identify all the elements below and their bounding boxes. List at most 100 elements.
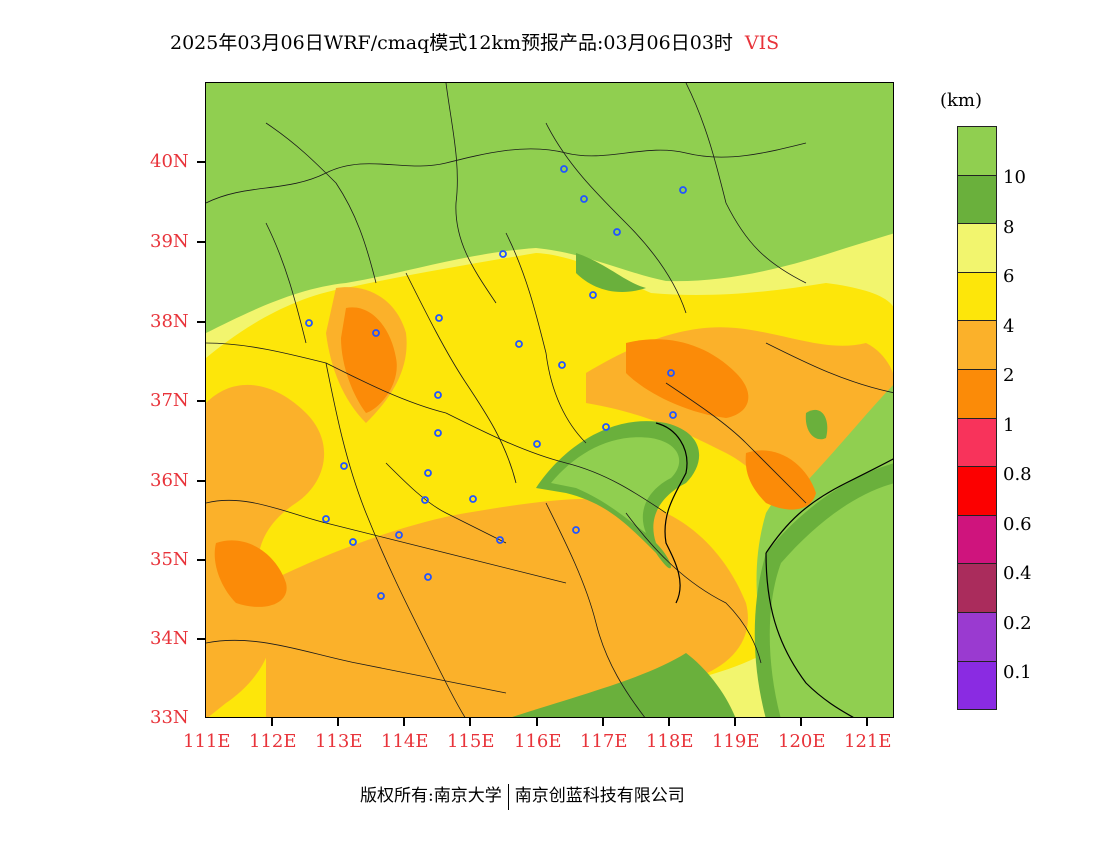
colorbar-label: 4 <box>1003 316 1015 337</box>
city-marker-icon <box>349 538 357 546</box>
city-markers <box>305 165 687 600</box>
lat-label: 36N <box>150 470 189 491</box>
colorbar-cell <box>957 174 997 225</box>
city-marker-icon <box>560 165 568 173</box>
city-marker-icon <box>515 340 523 348</box>
colorbar-cell <box>957 126 997 176</box>
region-dark-green-patch <box>805 409 828 440</box>
footer-separator <box>507 783 509 810</box>
city-marker-icon <box>340 462 348 470</box>
colorbar-label: 8 <box>1003 217 1015 238</box>
city-marker-icon <box>435 314 443 322</box>
lat-tick <box>197 638 205 640</box>
lon-label: 119E <box>712 731 760 752</box>
lon-label: 118E <box>646 731 694 752</box>
city-marker-icon <box>322 515 330 523</box>
lat-tick <box>197 241 205 243</box>
region-light-orange-west <box>206 384 324 717</box>
lon-tick <box>734 718 736 726</box>
lat-label: 33N <box>150 707 189 728</box>
colorbar-cell <box>957 271 997 322</box>
city-marker-icon <box>572 526 580 534</box>
city-marker-icon <box>424 469 432 477</box>
lat-tick <box>197 400 205 402</box>
copyright-left: 版权所有:南京大学 <box>360 786 502 806</box>
lon-label: 116E <box>514 731 562 752</box>
colorbar-cell <box>957 660 997 711</box>
colorbar-unit: (km) <box>940 90 983 111</box>
colorbar-label: 0.6 <box>1003 514 1032 535</box>
lon-tick <box>337 718 339 726</box>
city-marker-icon <box>372 329 380 337</box>
city-marker-icon <box>305 319 313 327</box>
lat-label: 39N <box>150 231 189 252</box>
lon-label: 120E <box>778 731 826 752</box>
colorbar <box>957 126 997 711</box>
city-marker-icon <box>421 496 429 504</box>
lon-tick <box>403 718 405 726</box>
city-marker-icon <box>558 361 566 369</box>
colorbar-label: 6 <box>1003 266 1015 287</box>
city-marker-icon <box>667 369 675 377</box>
city-marker-icon <box>499 250 507 258</box>
title-variable: VIS <box>744 32 780 54</box>
colorbar-cell <box>957 514 997 565</box>
lon-label: 115E <box>447 731 495 752</box>
colorbar-cell <box>957 466 997 516</box>
lon-tick <box>866 718 868 726</box>
lon-label: 113E <box>315 731 363 752</box>
colorbar-label: 2 <box>1003 365 1015 386</box>
lon-label: 114E <box>381 731 429 752</box>
colorbar-label: 1 <box>1003 415 1015 436</box>
colorbar-label: 0.2 <box>1003 613 1032 634</box>
visibility-map <box>206 83 893 717</box>
lat-label: 38N <box>150 311 189 332</box>
region-orange-southeast <box>745 450 816 510</box>
lat-tick <box>197 559 205 561</box>
lon-label: 121E <box>844 731 892 752</box>
colorbar-cell <box>957 563 997 613</box>
city-marker-icon <box>589 291 597 299</box>
city-marker-icon <box>580 195 588 203</box>
colorbar-label: 0.4 <box>1003 563 1032 584</box>
lat-label: 34N <box>150 628 189 649</box>
city-marker-icon <box>496 536 504 544</box>
region-orange-east <box>626 339 749 418</box>
region-orange-west <box>214 540 287 607</box>
region-green-sea-east <box>769 483 893 717</box>
lon-tick <box>668 718 670 726</box>
colorbar-cell <box>957 368 997 419</box>
city-marker-icon <box>613 228 621 236</box>
map-frame <box>205 82 894 718</box>
copyright-footer: 版权所有:南京大学 南京创蓝科技有限公司 <box>360 781 685 810</box>
region-green-center <box>551 437 680 533</box>
lat-label: 40N <box>150 151 189 172</box>
lat-label: 37N <box>150 390 189 411</box>
lat-tick <box>197 480 205 482</box>
lon-label: 112E <box>249 731 297 752</box>
city-marker-icon <box>602 423 610 431</box>
copyright-right: 南京创蓝科技有限公司 <box>514 786 685 806</box>
lon-tick <box>800 718 802 726</box>
lon-label: 111E <box>183 731 231 752</box>
lat-tick <box>197 161 205 163</box>
lon-tick <box>469 718 471 726</box>
colorbar-label: 0.1 <box>1003 662 1032 683</box>
city-marker-icon <box>434 429 442 437</box>
city-marker-icon <box>679 186 687 194</box>
colorbar-cell <box>957 417 997 468</box>
city-marker-icon <box>533 440 541 448</box>
lat-tick <box>197 321 205 323</box>
lon-tick <box>271 718 273 726</box>
map-title: 2025年03月06日WRF/cmaq模式12km预报产品:03月06日03时 V… <box>170 28 779 55</box>
colorbar-label: 10 <box>1003 167 1026 188</box>
city-marker-icon <box>669 411 677 419</box>
coastline <box>655 422 893 717</box>
lon-tick <box>536 718 538 726</box>
city-marker-icon <box>434 391 442 399</box>
lat-label: 35N <box>150 549 189 570</box>
colorbar-cell <box>957 611 997 662</box>
city-marker-icon <box>377 592 385 600</box>
lon-tick <box>602 718 604 726</box>
admin-boundaries <box>206 83 893 717</box>
